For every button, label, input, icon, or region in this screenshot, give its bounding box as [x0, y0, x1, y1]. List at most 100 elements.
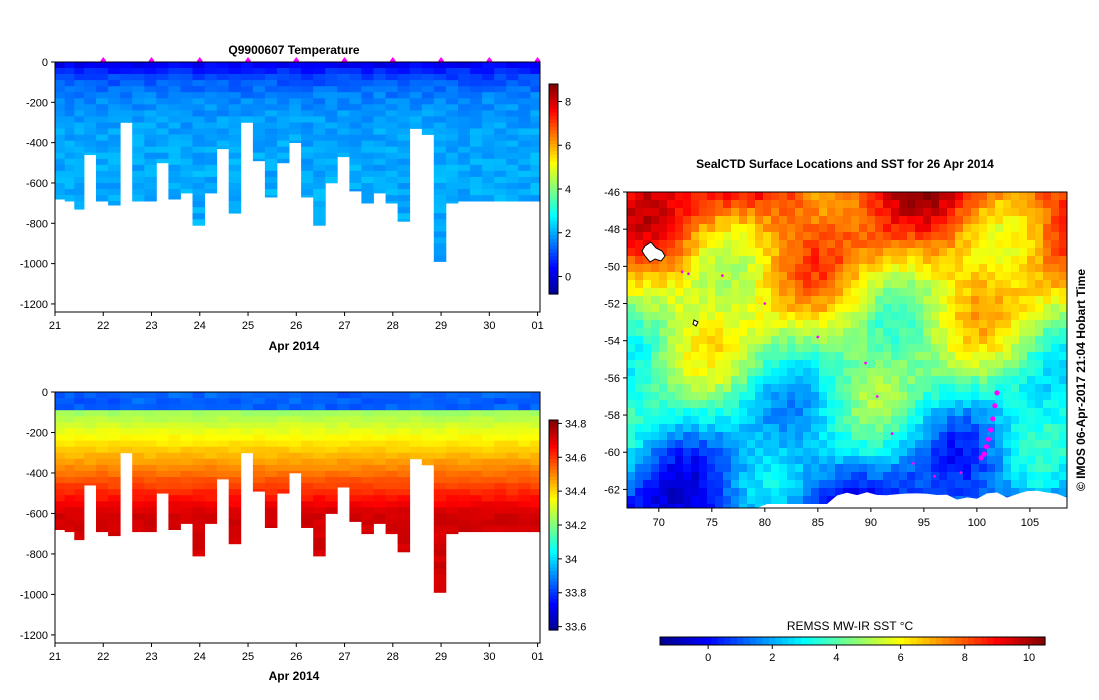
- sst-cell: [635, 344, 644, 353]
- sst-cell: [795, 496, 804, 505]
- section-cell: [458, 140, 471, 147]
- colorbar-segment: [549, 434, 558, 439]
- section-cell: [84, 410, 97, 417]
- sst-cell: [987, 272, 996, 281]
- section-cell: [530, 74, 541, 81]
- sst-cell: [1019, 408, 1028, 417]
- sst-cell: [635, 288, 644, 297]
- sst-cell: [755, 376, 764, 385]
- section-cell: [482, 422, 495, 429]
- sst-cell: [675, 488, 684, 497]
- section-cell: [313, 62, 326, 69]
- section-cell: [445, 416, 459, 423]
- sst-cell: [947, 272, 956, 281]
- section-cell: [84, 422, 97, 429]
- sst-cell: [675, 424, 684, 433]
- section-cell: [349, 416, 362, 423]
- section-cell: [289, 440, 302, 448]
- section-cell: [252, 146, 266, 154]
- section-cell: [156, 140, 169, 147]
- sst-cell: [763, 432, 772, 441]
- section-cell: [494, 446, 507, 454]
- section-cell: [264, 501, 278, 508]
- sst-cell: [907, 216, 916, 225]
- section-cell: [470, 392, 483, 399]
- sst-cell: [1011, 440, 1020, 449]
- sst-cell: [835, 216, 844, 225]
- sst-cell: [915, 400, 924, 409]
- sst-cell: [987, 328, 996, 337]
- sst-cell: [683, 320, 692, 329]
- sst-cell: [723, 448, 732, 457]
- sst-cell: [739, 352, 748, 361]
- section-cell: [74, 501, 85, 508]
- sst-cell: [707, 392, 716, 401]
- sst-cell: [779, 320, 788, 329]
- sst-cell: [627, 208, 636, 217]
- sst-cell: [1019, 360, 1028, 369]
- section-cell: [264, 525, 278, 528]
- section-cell: [313, 128, 326, 135]
- sst-cell: [643, 384, 652, 393]
- sst-cell: [627, 488, 636, 497]
- sst-cell: [643, 392, 652, 401]
- section-cell: [55, 404, 66, 411]
- section-cell: [228, 398, 242, 405]
- section-cell: [204, 398, 218, 405]
- section-cell: [445, 531, 459, 535]
- section-cell: [180, 428, 193, 435]
- section-cell: [264, 392, 278, 399]
- section-cell: [494, 98, 507, 105]
- section-cell: [506, 146, 519, 154]
- sst-cell: [715, 416, 724, 425]
- sst-cell: [803, 224, 812, 233]
- section-cell: [433, 104, 447, 111]
- sst-cell: [667, 432, 676, 441]
- sst-cell: [731, 224, 740, 233]
- sst-cell: [947, 408, 956, 417]
- section-cell: [445, 183, 459, 190]
- sst-cell: [1035, 280, 1044, 289]
- colorbar-tick-label: 33.6: [565, 622, 586, 634]
- section-cell: [192, 140, 205, 147]
- section-cell: [494, 392, 507, 399]
- sst-cell: [835, 424, 844, 433]
- section-cell: [74, 164, 85, 172]
- sst-cell: [659, 320, 668, 329]
- sst-cell: [1027, 248, 1036, 257]
- section-cell: [397, 74, 411, 81]
- section-cell: [433, 501, 447, 508]
- section-cell: [518, 104, 531, 111]
- sst-cell: [907, 440, 916, 449]
- section-cell: [156, 152, 169, 160]
- section-cell: [180, 74, 193, 81]
- sst-cell: [971, 432, 980, 441]
- section-cell: [120, 92, 133, 99]
- section-cell: [313, 495, 326, 502]
- section-cell: [144, 80, 157, 87]
- section-cell: [264, 404, 278, 411]
- sst-cell: [795, 336, 804, 345]
- section-cell: [397, 201, 411, 208]
- section-cell: [361, 392, 374, 399]
- sst-cell: [683, 464, 692, 473]
- section-cell: [397, 98, 411, 105]
- section-cell: [216, 80, 230, 87]
- section-cell: [458, 189, 471, 196]
- colorbar-segment: [1019, 637, 1027, 645]
- sst-cell: [907, 320, 916, 329]
- sst-cell: [691, 336, 700, 345]
- sst-cell: [1003, 344, 1012, 353]
- sst-cell: [931, 488, 940, 497]
- sst-cell: [779, 352, 788, 361]
- sst-cell: [843, 360, 852, 369]
- section-cell: [482, 170, 495, 178]
- sst-cell: [691, 496, 700, 505]
- sst-cell: [771, 256, 780, 265]
- section-cell: [458, 428, 471, 435]
- sst-cell: [723, 248, 732, 257]
- sst-cell: [979, 416, 988, 425]
- section-cell: [313, 549, 326, 557]
- sst-cell: [635, 336, 644, 345]
- sst-cell: [667, 200, 676, 209]
